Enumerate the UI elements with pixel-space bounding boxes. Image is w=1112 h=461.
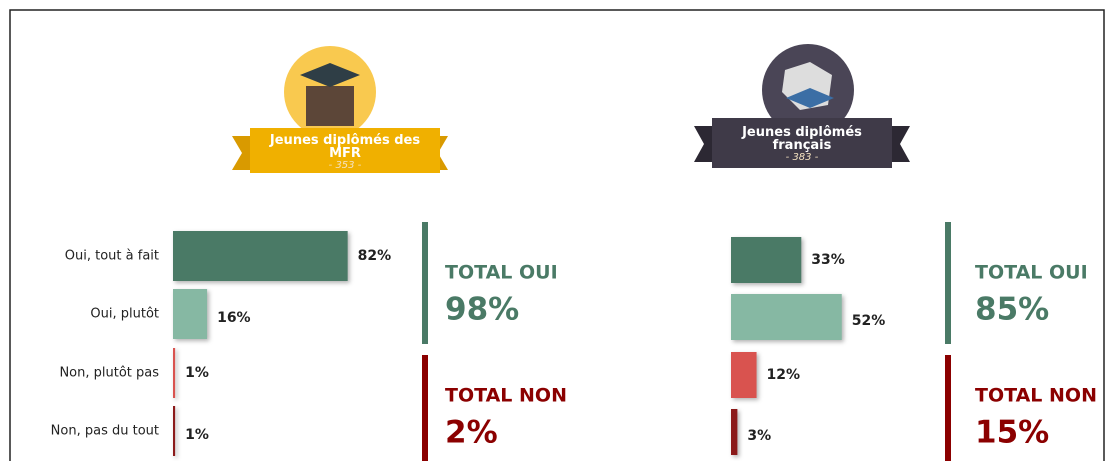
- total-no-label: TOTAL NON: [975, 385, 1097, 407]
- banner-subtitle: - 353 -: [329, 160, 362, 171]
- bar: [173, 231, 348, 281]
- total-yes-bar: [945, 222, 951, 344]
- category-label: Non, pas du tout: [51, 424, 159, 439]
- bar: [173, 289, 208, 339]
- value-label: 1%: [185, 427, 209, 443]
- value-label: 1%: [185, 365, 209, 381]
- total-yes-value: 85%: [975, 292, 1049, 328]
- value-label: 33%: [811, 252, 845, 268]
- total-no-value: 2%: [445, 415, 498, 451]
- value-label: 12%: [767, 367, 801, 383]
- frame: [9, 9, 1105, 461]
- total-no-bar: [945, 355, 951, 461]
- total-yes-label: TOTAL OUI: [975, 262, 1088, 284]
- bar: [731, 352, 757, 398]
- bar: [731, 294, 842, 340]
- total-yes-value: 98%: [445, 292, 519, 328]
- banner: [712, 118, 892, 168]
- icon-cap: [300, 63, 360, 87]
- bar: [173, 406, 176, 456]
- value-label: 82%: [358, 248, 392, 264]
- category-label: Oui, plutôt: [90, 307, 159, 322]
- icon-scroll: [306, 86, 354, 126]
- icon-cap: [786, 88, 834, 108]
- bar: [173, 348, 176, 398]
- banner-tail: [694, 126, 714, 162]
- banner-title: Jeunes diplômés français: [741, 125, 862, 153]
- bar: [731, 409, 738, 455]
- value-label: 3%: [747, 428, 771, 444]
- category-label: Oui, tout à fait: [65, 249, 159, 264]
- banner-title: Jeunes diplômés des MFR: [269, 133, 420, 161]
- total-no-label: TOTAL NON: [445, 385, 567, 407]
- banner-tail: [232, 136, 252, 170]
- banner-subtitle: - 383 -: [786, 152, 819, 163]
- total-no-value: 15%: [975, 415, 1049, 451]
- total-yes-bar: [422, 222, 428, 344]
- banner: [250, 128, 440, 173]
- value-label: 16%: [217, 310, 251, 326]
- category-label: Non, plutôt pas: [59, 366, 159, 381]
- total-yes-label: TOTAL OUI: [445, 262, 558, 284]
- value-label: 52%: [852, 313, 886, 329]
- banner-tail: [890, 126, 910, 162]
- bar: [731, 237, 802, 283]
- total-no-bar: [422, 355, 428, 461]
